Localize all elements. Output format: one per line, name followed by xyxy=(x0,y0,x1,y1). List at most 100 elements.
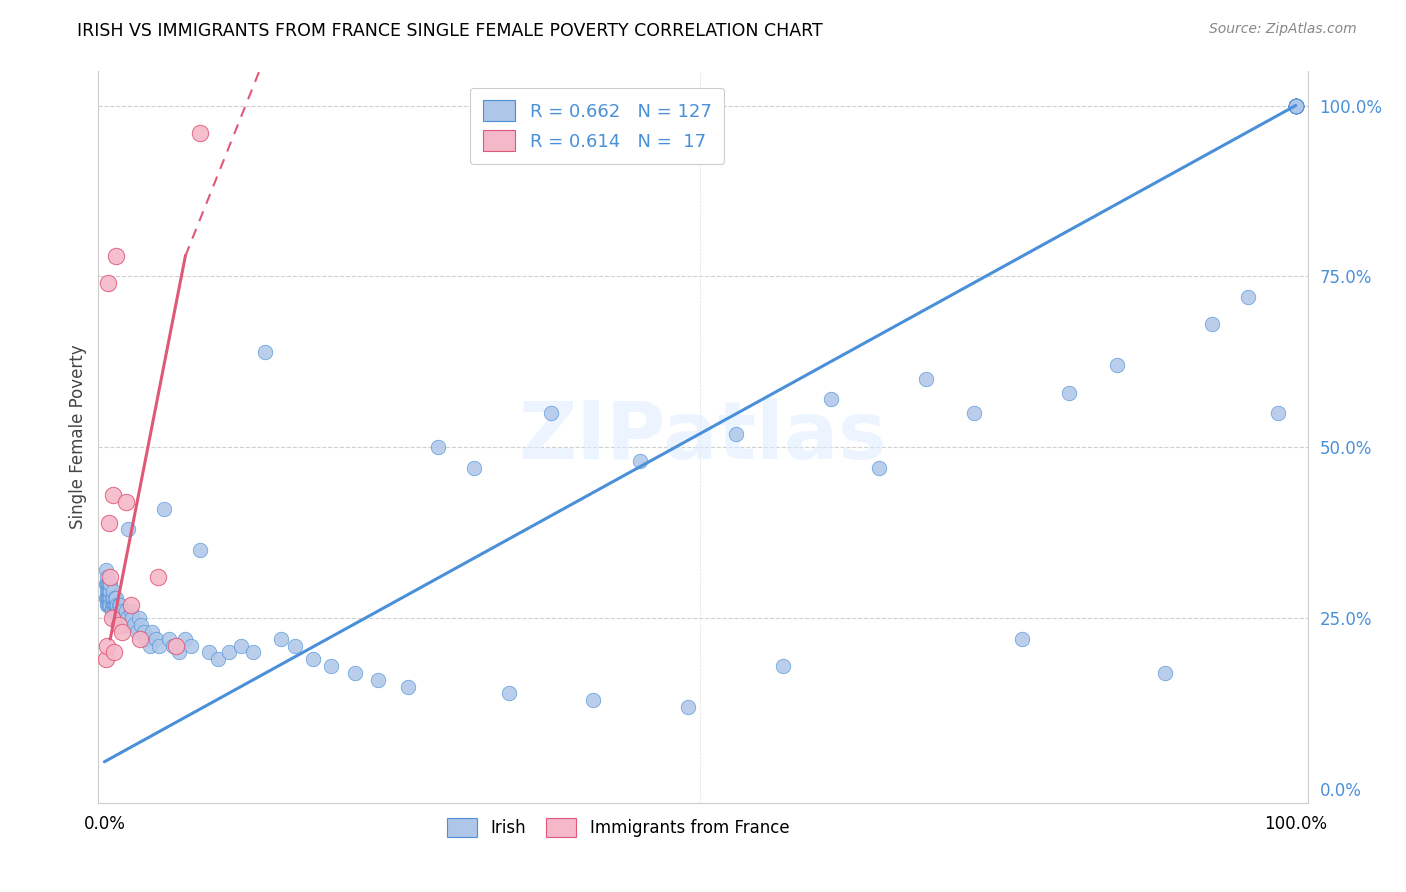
Point xyxy=(132,624,155,639)
Point xyxy=(868,460,890,475)
Point xyxy=(1285,98,1308,112)
Point xyxy=(97,277,120,291)
Point xyxy=(153,501,176,516)
Point xyxy=(128,611,150,625)
Point xyxy=(1285,98,1308,112)
Point xyxy=(98,577,121,591)
Point xyxy=(96,591,118,605)
Point xyxy=(105,598,128,612)
Point xyxy=(1285,98,1308,112)
Point xyxy=(963,406,986,420)
Point xyxy=(98,516,121,530)
Point xyxy=(98,598,121,612)
Text: Source: ZipAtlas.com: Source: ZipAtlas.com xyxy=(1209,22,1357,37)
Text: IRISH VS IMMIGRANTS FROM FRANCE SINGLE FEMALE POVERTY CORRELATION CHART: IRISH VS IMMIGRANTS FROM FRANCE SINGLE F… xyxy=(77,22,823,40)
Point xyxy=(107,611,129,625)
Point xyxy=(96,583,118,598)
Point xyxy=(121,611,143,625)
Point xyxy=(218,645,240,659)
Point xyxy=(1285,98,1308,112)
Point xyxy=(396,680,419,694)
Point xyxy=(101,583,124,598)
Point xyxy=(1285,98,1308,112)
Point xyxy=(118,618,141,632)
Point xyxy=(343,665,366,680)
Point xyxy=(1285,98,1308,112)
Point xyxy=(165,639,187,653)
Point xyxy=(117,522,139,536)
Point xyxy=(103,604,125,618)
Point xyxy=(104,598,127,612)
Point xyxy=(129,632,152,646)
Point xyxy=(96,639,118,653)
Point xyxy=(110,611,132,625)
Point xyxy=(1285,98,1308,112)
Point xyxy=(231,639,253,653)
Point xyxy=(1153,665,1175,680)
Point xyxy=(772,659,794,673)
Point xyxy=(1201,318,1223,332)
Point xyxy=(1285,98,1308,112)
Point xyxy=(107,604,129,618)
Point xyxy=(1285,98,1308,112)
Point xyxy=(1285,98,1308,112)
Point xyxy=(94,563,117,577)
Point xyxy=(1285,98,1308,112)
Point xyxy=(107,598,129,612)
Point xyxy=(131,618,153,632)
Legend: Irish, Immigrants from France: Irish, Immigrants from France xyxy=(439,810,797,846)
Point xyxy=(498,686,520,700)
Point xyxy=(1285,98,1308,112)
Point xyxy=(98,570,121,584)
Point xyxy=(101,598,124,612)
Point xyxy=(135,632,157,646)
Point xyxy=(112,611,135,625)
Point xyxy=(1285,98,1308,112)
Point xyxy=(724,426,747,441)
Point xyxy=(100,611,122,625)
Point xyxy=(1285,98,1308,112)
Point xyxy=(101,488,124,502)
Point xyxy=(367,673,389,687)
Point xyxy=(100,598,122,612)
Point xyxy=(198,645,221,659)
Point xyxy=(169,645,191,659)
Point xyxy=(1285,98,1308,112)
Point xyxy=(111,604,134,618)
Point xyxy=(96,570,118,584)
Point xyxy=(676,700,699,714)
Point xyxy=(94,591,117,605)
Point xyxy=(254,344,277,359)
Y-axis label: Single Female Poverty: Single Female Poverty xyxy=(69,345,87,529)
Point xyxy=(100,591,122,605)
Point xyxy=(1285,98,1308,112)
Point xyxy=(1285,98,1308,112)
Point xyxy=(114,618,136,632)
Point xyxy=(1267,406,1289,420)
Point xyxy=(630,454,652,468)
Point xyxy=(1285,98,1308,112)
Point xyxy=(98,598,121,612)
Point xyxy=(114,604,136,618)
Point xyxy=(122,618,145,632)
Point xyxy=(98,583,121,598)
Point xyxy=(105,591,128,605)
Point xyxy=(1285,98,1308,112)
Point xyxy=(284,639,307,653)
Point xyxy=(302,652,325,666)
Point xyxy=(180,639,202,653)
Point xyxy=(138,639,160,653)
Text: ZIPatlas: ZIPatlas xyxy=(519,398,887,476)
Point xyxy=(1059,385,1081,400)
Point xyxy=(111,618,134,632)
Point xyxy=(1237,290,1260,304)
Point xyxy=(107,598,129,612)
Point xyxy=(188,542,211,557)
Point xyxy=(97,598,120,612)
Point xyxy=(1285,98,1308,112)
Point xyxy=(174,632,197,646)
Point xyxy=(207,652,229,666)
Point xyxy=(1285,98,1308,112)
Point xyxy=(98,591,121,605)
Point xyxy=(141,624,163,639)
